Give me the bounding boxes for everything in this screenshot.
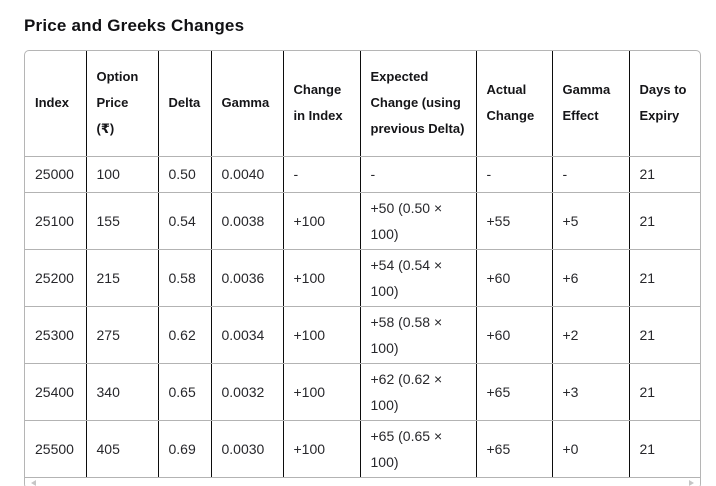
cell-actual-change: - [476, 156, 553, 193]
cell-days-to-expiry: 21 [629, 156, 700, 193]
table-row: 25500 405 0.69 0.0030 +100 +65 (0.65 × 100) +6… [25, 420, 700, 478]
cell-gamma: 0.0034 [211, 306, 284, 364]
table-container: Index Option Price (₹) Delta Gamma Chang… [24, 50, 701, 486]
cell-actual-change: +65 [476, 420, 553, 478]
table-row: 25400 340 0.65 0.0032 +100 +62 (0.62 × 100) +6… [25, 363, 700, 421]
table-row: 25200 215 0.58 0.0036 +100 +54 (0.54 × 100) +6… [25, 249, 700, 307]
cell-actual-change: +60 [476, 249, 553, 307]
cell-expected-change: +65 (0.65 × 100) [360, 420, 477, 478]
horizontal-scrollbar[interactable] [25, 477, 700, 486]
cell-expected-change: +50 (0.50 × 100) [360, 192, 477, 250]
cell-change-in-index: +100 [283, 363, 361, 421]
cell-index: 25300 [25, 306, 87, 364]
page-title: Price and Greeks Changes [24, 16, 245, 35]
cell-days-to-expiry: 21 [629, 249, 700, 307]
table-row: 25300 275 0.62 0.0034 +100 +58 (0.58 × 100) +6… [25, 306, 700, 364]
header-days-to-expiry: Days to Expiry [629, 51, 700, 157]
cell-delta: 0.62 [158, 306, 212, 364]
cell-days-to-expiry: 21 [629, 306, 700, 364]
scroll-right-arrow-icon[interactable] [689, 479, 694, 486]
cell-days-to-expiry: 21 [629, 420, 700, 478]
table-scroll-area[interactable]: Index Option Price (₹) Delta Gamma Chang… [25, 51, 700, 478]
table-header-row: Index Option Price (₹) Delta Gamma Chang… [25, 51, 700, 157]
header-delta: Delta [158, 51, 212, 157]
cell-gamma-effect: +0 [552, 420, 630, 478]
cell-gamma-effect: +3 [552, 363, 630, 421]
header-gamma-effect: Gamma Effect [552, 51, 630, 157]
cell-expected-change: +58 (0.58 × 100) [360, 306, 477, 364]
cell-gamma-effect: +5 [552, 192, 630, 250]
cell-change-in-index: +100 [283, 192, 361, 250]
cell-option-price: 275 [86, 306, 159, 364]
cell-delta: 0.69 [158, 420, 212, 478]
cell-expected-change: - [360, 156, 477, 193]
header-expected-change: Expected Change (using previous Delta) [360, 51, 477, 157]
greeks-table: Index Option Price (₹) Delta Gamma Chang… [25, 51, 700, 478]
cell-gamma-effect: +2 [552, 306, 630, 364]
cell-expected-change: +54 (0.54 × 100) [360, 249, 477, 307]
cell-gamma: 0.0038 [211, 192, 284, 250]
cell-change-in-index: +100 [283, 249, 361, 307]
header-gamma: Gamma [211, 51, 284, 157]
cell-index: 25100 [25, 192, 87, 250]
cell-option-price: 215 [86, 249, 159, 307]
header-actual-change: Actual Change [476, 51, 553, 157]
cell-change-in-index: +100 [283, 306, 361, 364]
cell-option-price: 100 [86, 156, 159, 193]
cell-index: 25500 [25, 420, 87, 478]
cell-option-price: 405 [86, 420, 159, 478]
table-row: 25000 100 0.50 0.0040- - - -21 [25, 156, 700, 193]
cell-gamma: 0.0040 [211, 156, 284, 193]
cell-delta: 0.54 [158, 192, 212, 250]
cell-gamma-effect: - [552, 156, 630, 193]
cell-change-in-index: - [283, 156, 361, 193]
header-change-in-index: Change in Index [283, 51, 361, 157]
cell-days-to-expiry: 21 [629, 192, 700, 250]
cell-index: 25000 [25, 156, 87, 193]
cell-option-price: 340 [86, 363, 159, 421]
cell-delta: 0.65 [158, 363, 212, 421]
cell-change-in-index: +100 [283, 420, 361, 478]
cell-gamma: 0.0036 [211, 249, 284, 307]
cell-days-to-expiry: 21 [629, 363, 700, 421]
cell-actual-change: +65 [476, 363, 553, 421]
cell-expected-change: +62 (0.62 × 100) [360, 363, 477, 421]
cell-gamma-effect: +6 [552, 249, 630, 307]
cell-index: 25200 [25, 249, 87, 307]
cell-delta: 0.50 [158, 156, 212, 193]
cell-index: 25400 [25, 363, 87, 421]
header-index: Index [25, 51, 87, 157]
cell-gamma: 0.0030 [211, 420, 284, 478]
cell-actual-change: +55 [476, 192, 553, 250]
table-body: 25000 100 0.50 0.0040- - - -21 25100 155 0.54 0.00… [25, 156, 700, 478]
header-option-price: Option Price (₹) [86, 51, 159, 157]
table-row: 25100 155 0.54 0.0038 +100 +50 (0.50 × 100) +5… [25, 192, 700, 250]
cell-actual-change: +60 [476, 306, 553, 364]
cell-option-price: 155 [86, 192, 159, 250]
cell-delta: 0.58 [158, 249, 212, 307]
scroll-left-arrow-icon[interactable] [31, 479, 36, 486]
cell-gamma: 0.0032 [211, 363, 284, 421]
